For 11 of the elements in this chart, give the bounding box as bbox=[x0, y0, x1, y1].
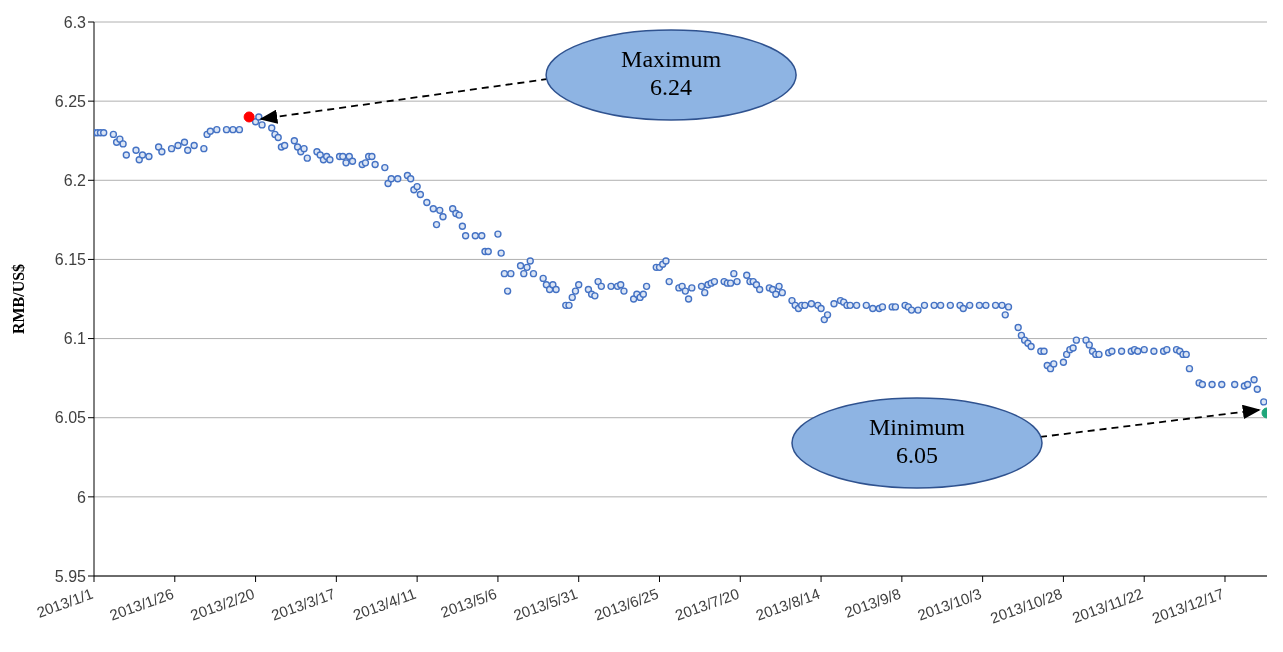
y-tick-label: 6.05 bbox=[54, 409, 87, 427]
annotation: Minimum 6.05 bbox=[868, 413, 966, 468]
y-tick-label: 5.95 bbox=[54, 567, 87, 585]
y-axis-title: RMB/US$ bbox=[10, 263, 27, 335]
y-tick-label: 6 bbox=[77, 488, 87, 506]
y-tick-label: 6.1 bbox=[63, 330, 87, 348]
y-tick-label: 6.15 bbox=[54, 251, 87, 269]
y-tick-label: 6.2 bbox=[63, 171, 87, 189]
y-tick-label: 6.3 bbox=[63, 13, 87, 31]
annotation: Maximum 6.24 bbox=[621, 45, 722, 100]
y-tick-label: 6.25 bbox=[54, 92, 87, 110]
